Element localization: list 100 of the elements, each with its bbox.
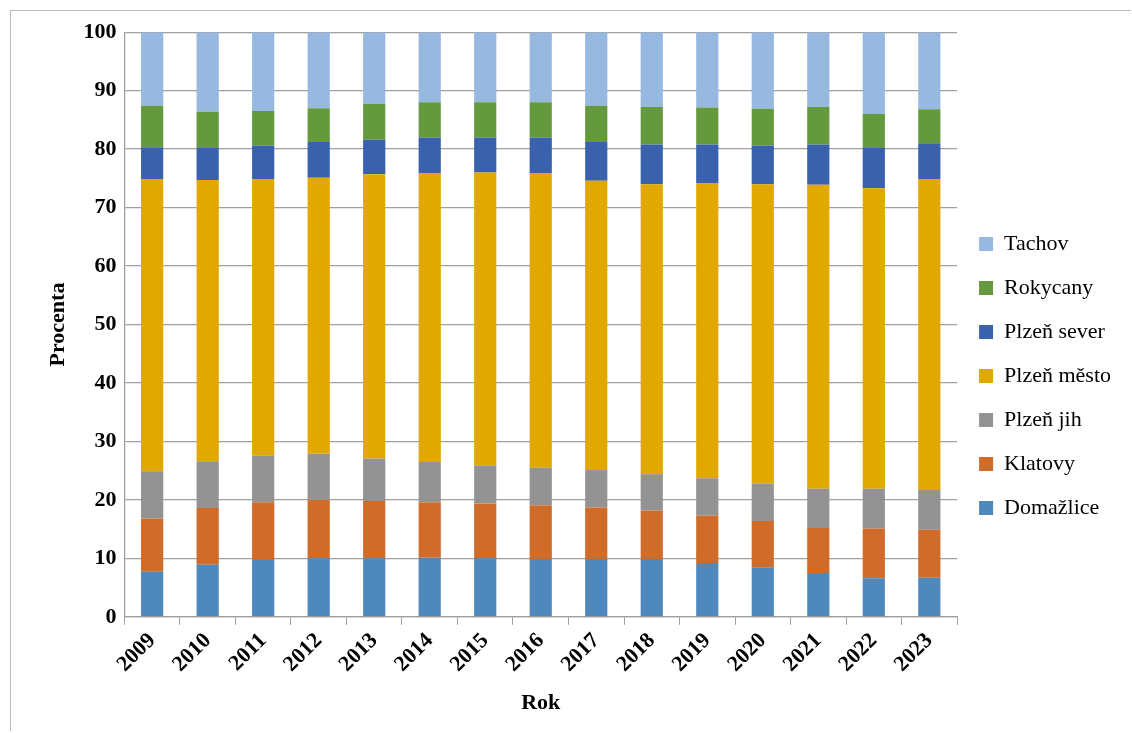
bar xyxy=(918,489,941,530)
bar xyxy=(862,528,885,579)
bar xyxy=(696,515,719,564)
bar xyxy=(862,578,885,617)
bar xyxy=(696,32,719,108)
bar xyxy=(696,478,719,516)
bar xyxy=(141,571,164,617)
y-tick-label: 0 xyxy=(105,602,117,628)
bar xyxy=(585,507,608,559)
bar xyxy=(640,32,663,108)
bar xyxy=(307,32,330,109)
y-tick-label: 20 xyxy=(94,485,117,511)
legend-label: Klatovy xyxy=(1004,449,1075,475)
bar xyxy=(141,105,164,148)
bar xyxy=(807,32,830,108)
bar xyxy=(585,105,608,143)
y-axis-title: Procenta xyxy=(43,282,69,367)
bar xyxy=(529,467,552,506)
bar xyxy=(418,461,441,503)
y-tick-label: 40 xyxy=(94,368,117,394)
legend-label: Plzeň jih xyxy=(1004,405,1082,431)
bar xyxy=(307,177,330,454)
bar xyxy=(696,563,719,617)
bar xyxy=(196,147,219,181)
y-tick-label: 80 xyxy=(94,134,117,160)
legend-label: Rokycany xyxy=(1004,273,1094,299)
bar xyxy=(585,558,608,617)
y-tick-label: 50 xyxy=(94,310,117,336)
bar xyxy=(141,518,164,572)
y-tick-label: 90 xyxy=(94,76,117,102)
y-tick-label: 100 xyxy=(83,17,117,43)
legend-label: Plzeň sever xyxy=(1004,317,1106,343)
bar xyxy=(640,184,663,475)
bar xyxy=(918,109,941,144)
y-tick-label: 10 xyxy=(94,544,117,570)
bar xyxy=(529,173,552,468)
bar xyxy=(585,32,608,106)
bar xyxy=(196,461,219,509)
bar xyxy=(807,184,830,489)
bar xyxy=(418,502,441,558)
bar xyxy=(807,144,830,185)
bar xyxy=(918,577,941,617)
bar xyxy=(640,558,663,617)
bar xyxy=(918,32,941,110)
bar xyxy=(862,32,885,115)
bar xyxy=(307,499,330,559)
bar xyxy=(474,32,497,103)
x-axis-title: Rok xyxy=(521,689,562,715)
bar xyxy=(807,527,830,573)
bar xyxy=(640,510,663,559)
bar xyxy=(585,180,608,471)
bar xyxy=(529,137,552,174)
bar xyxy=(363,139,386,175)
bar xyxy=(918,529,941,578)
bar xyxy=(307,558,330,617)
bar xyxy=(363,104,386,140)
bar xyxy=(529,505,552,559)
bar xyxy=(141,178,164,472)
bar xyxy=(918,178,941,490)
bar xyxy=(474,503,497,559)
bar xyxy=(751,145,774,185)
bar xyxy=(807,107,830,145)
bar xyxy=(196,180,219,462)
bar xyxy=(307,142,330,178)
bar xyxy=(196,32,219,112)
bar xyxy=(252,560,275,617)
bar xyxy=(307,108,330,143)
bar xyxy=(418,102,441,138)
bar xyxy=(141,147,164,179)
bar xyxy=(252,111,275,146)
bar xyxy=(474,465,497,504)
legend-label: Domažlice xyxy=(1004,493,1100,519)
bar xyxy=(640,144,663,185)
bar xyxy=(363,174,386,459)
bar xyxy=(252,32,275,112)
bar xyxy=(640,474,663,511)
bar xyxy=(474,558,497,617)
bar xyxy=(474,137,497,173)
bar xyxy=(585,142,608,181)
bar xyxy=(474,172,497,466)
bar xyxy=(418,173,441,462)
bar xyxy=(862,147,885,189)
bar xyxy=(751,108,774,146)
bar xyxy=(862,488,885,529)
bar xyxy=(307,453,330,500)
legend-label: Plzeň město xyxy=(1004,361,1112,387)
bar xyxy=(363,458,386,502)
bar xyxy=(252,455,275,503)
bar xyxy=(196,564,219,617)
bar xyxy=(862,114,885,148)
bar xyxy=(363,501,386,559)
bar xyxy=(418,137,441,174)
y-tick-label: 60 xyxy=(94,251,117,277)
bar xyxy=(807,488,830,528)
bar xyxy=(418,32,441,103)
bar xyxy=(640,107,663,145)
bar xyxy=(252,178,275,456)
bar xyxy=(918,143,941,179)
bar xyxy=(751,184,774,484)
bar xyxy=(529,32,552,103)
